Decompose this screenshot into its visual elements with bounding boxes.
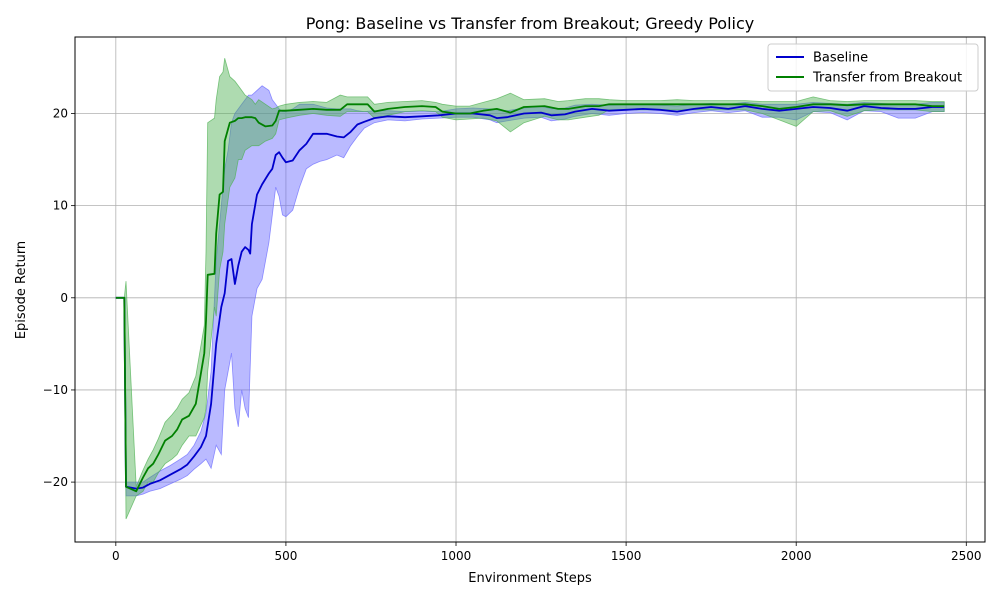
y-tick-label: 20 bbox=[53, 106, 68, 120]
legend-label-transfer: Transfer from Breakout bbox=[812, 71, 962, 86]
x-tick-label: 1000 bbox=[441, 549, 472, 563]
y-tick-label: −10 bbox=[43, 383, 68, 397]
x-tick-label: 2500 bbox=[951, 549, 982, 563]
legend-box bbox=[767, 43, 979, 92]
x-tick-label: 2000 bbox=[781, 549, 812, 563]
x-tick-label: 0 bbox=[112, 549, 120, 563]
x-axis-label: Environment Steps bbox=[468, 571, 592, 586]
legend: Baseline Transfer from Breakout bbox=[767, 43, 979, 92]
x-tick-label: 1500 bbox=[611, 549, 642, 563]
y-axis-label: Episode Return bbox=[14, 241, 29, 339]
y-tick-label: 10 bbox=[53, 199, 68, 213]
plot-frame bbox=[74, 36, 986, 543]
axis-ticks: 0 500 1000 1500 2000 2500 −20 −10 0 10 20 bbox=[43, 106, 982, 563]
y-tick-label: −20 bbox=[43, 475, 68, 489]
x-tick-label: 500 bbox=[274, 549, 297, 563]
baseline-line bbox=[115, 105, 945, 490]
y-tick-label: 0 bbox=[60, 291, 68, 305]
transfer-from-breakout-line bbox=[115, 103, 945, 493]
legend-label-baseline: Baseline bbox=[813, 51, 868, 66]
chart-title: Pong: Baseline vs Transfer from Breakout… bbox=[306, 14, 754, 33]
series-lines bbox=[115, 103, 945, 493]
